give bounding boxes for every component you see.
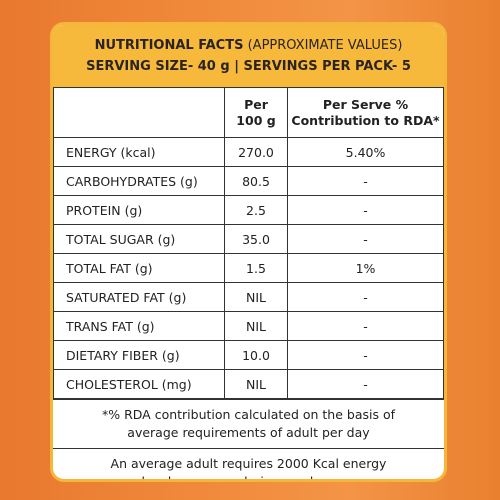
nutrient-name: CARBOHYDRATES (g): [53, 166, 225, 196]
nutrient-name: TOTAL SUGAR (g): [53, 224, 225, 254]
nutrient-per100: 2.5: [224, 195, 288, 225]
rda-header-line1: Per Serve %: [322, 96, 409, 112]
nutrient-name: PROTEIN (g): [53, 195, 225, 225]
nutrient-per100: 10.0: [224, 340, 288, 370]
table-row: TRANS FAT (g) NIL -: [53, 311, 444, 341]
table-row: ENERGY (kcal) 270.0 5.40%: [53, 137, 444, 167]
table-row: DIETARY FIBER (g) 10.0 -: [53, 340, 444, 370]
nutrient-per100: 1.5: [224, 253, 288, 283]
rda-footnote: *% RDA contribution calculated on the ba…: [53, 400, 444, 449]
nutrition-title: NUTRITIONAL FACTS (APPROXIMATE VALUES): [95, 35, 403, 56]
nutrient-rda: -: [287, 195, 444, 225]
nutrition-table: Per 100 g Per Serve % Contribution to RD…: [53, 87, 444, 399]
title-bold: NUTRITIONAL FACTS: [94, 38, 244, 53]
nutrient-rda: -: [287, 369, 444, 399]
per-100g-header-line2: 100 g: [236, 112, 276, 128]
nutrient-per100: NIL: [224, 311, 288, 341]
nutrient-rda: 1%: [287, 253, 444, 283]
table-row: CHOLESTEROL (mg) NIL -: [53, 369, 444, 399]
nutrient-name: ENERGY (kcal): [53, 137, 225, 167]
nutrient-header: [53, 87, 225, 138]
nutrient-per100: NIL: [224, 369, 288, 399]
nutrient-name: SATURATED FAT (g): [53, 282, 225, 312]
rda-header: Per Serve % Contribution to RDA*: [287, 87, 444, 138]
nutrition-footer: *% RDA contribution calculated on the ba…: [53, 399, 444, 482]
energy-note-line1: An average adult requires 2000 Kcal ener…: [110, 456, 387, 471]
nutrient-name: TOTAL FAT (g): [53, 253, 225, 283]
rda-footnote-line1: *% RDA contribution calculated on the ba…: [101, 407, 396, 422]
nutrient-name: CHOLESTEROL (mg): [53, 369, 225, 399]
table-row: TOTAL SUGAR (g) 35.0 -: [53, 224, 444, 254]
nutrition-header: NUTRITIONAL FACTS (APPROXIMATE VALUES) S…: [53, 25, 444, 87]
nutrient-per100: 80.5: [224, 166, 288, 196]
energy-note-line2: per day, however, calories needs may var…: [112, 474, 385, 482]
table-row: CARBOHYDRATES (g) 80.5 -: [53, 166, 444, 196]
nutrient-name: TRANS FAT (g): [53, 311, 225, 341]
nutrient-per100: NIL: [224, 282, 288, 312]
table-row: SATURATED FAT (g) NIL -: [53, 282, 444, 312]
nutrient-rda: -: [287, 340, 444, 370]
table-header-row: Per 100 g Per Serve % Contribution to RD…: [53, 87, 444, 138]
rda-header-line2: Contribution to RDA*: [291, 112, 440, 128]
serving-info: SERVING SIZE- 40 g | SERVINGS PER PACK- …: [86, 59, 411, 74]
nutrient-rda: -: [287, 224, 444, 254]
nutrition-facts-panel: NUTRITIONAL FACTS (APPROXIMATE VALUES) S…: [50, 22, 447, 482]
per-100g-header-line1: Per: [244, 96, 268, 112]
nutrient-rda: 5.40%: [287, 137, 444, 167]
nutrient-per100: 35.0: [224, 224, 288, 254]
table-row: PROTEIN (g) 2.5 -: [53, 195, 444, 225]
rda-footnote-line2: average requirements of adult per day: [127, 425, 370, 440]
nutrient-rda: -: [287, 311, 444, 341]
per-100g-header: Per 100 g: [224, 87, 288, 138]
nutrient-name: DIETARY FIBER (g): [53, 340, 225, 370]
nutrient-per100: 270.0: [224, 137, 288, 167]
energy-note: An average adult requires 2000 Kcal ener…: [53, 449, 444, 482]
nutrient-rda: -: [287, 282, 444, 312]
table-row: TOTAL FAT (g) 1.5 1%: [53, 253, 444, 283]
nutrient-rda: -: [287, 166, 444, 196]
title-approx: (APPROXIMATE VALUES): [243, 38, 403, 53]
